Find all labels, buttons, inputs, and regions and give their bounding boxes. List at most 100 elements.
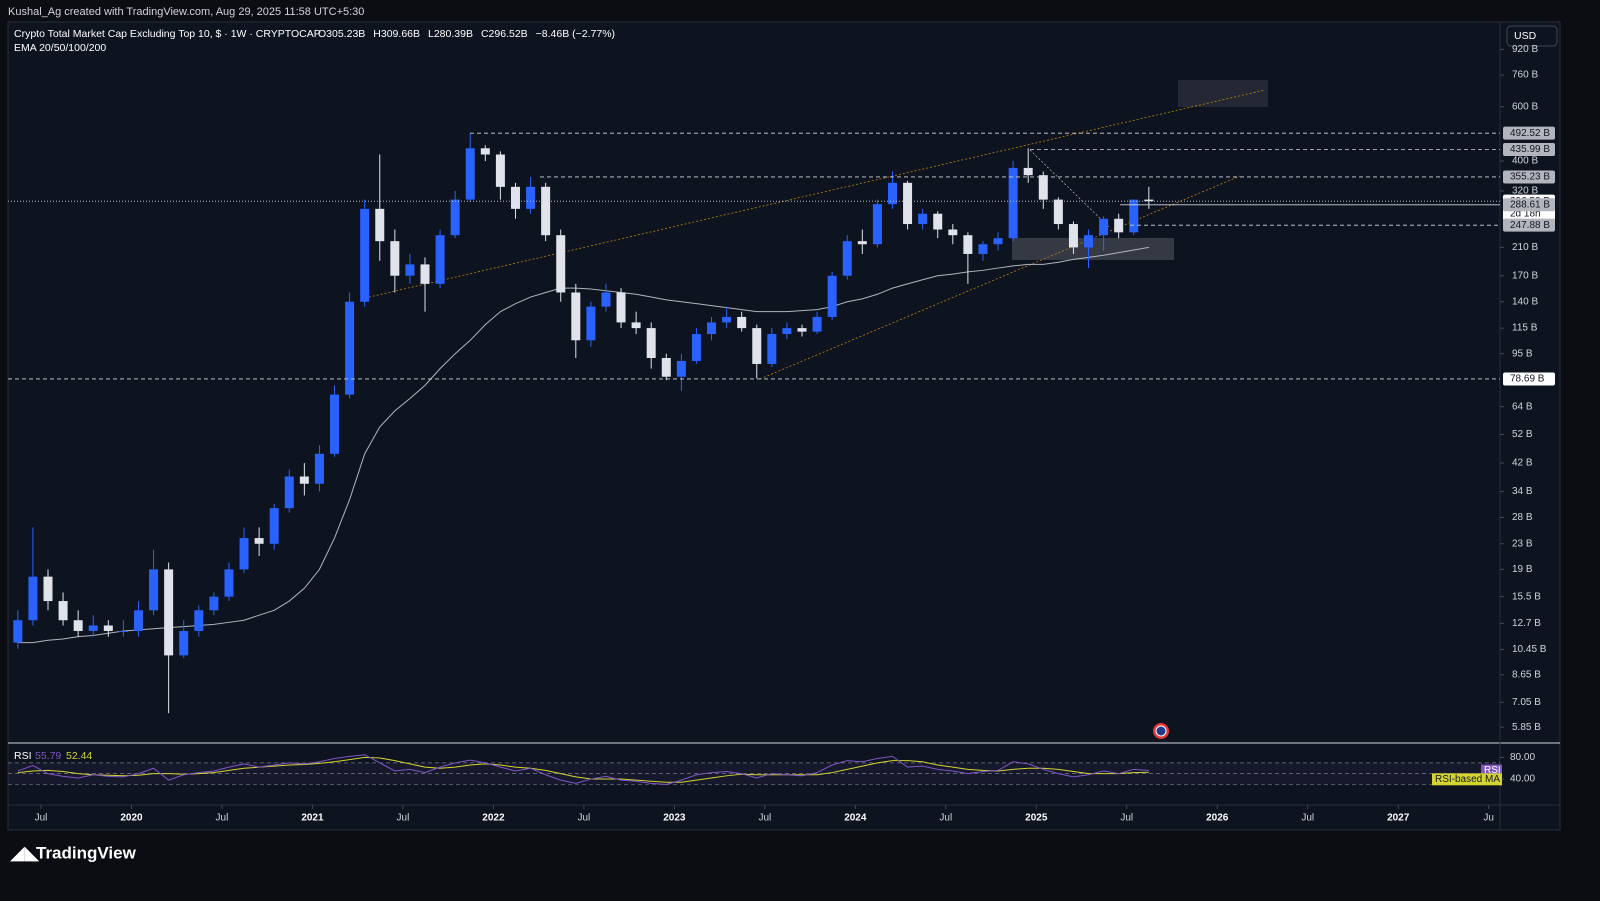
candle-body (330, 394, 340, 454)
countdown: 2d 18h (1510, 208, 1541, 219)
level-tag (1503, 372, 1555, 386)
candle-body (28, 576, 38, 621)
y-tick-label: 64 B (1512, 401, 1533, 412)
candle-body (1099, 218, 1109, 236)
candle-body (631, 322, 641, 329)
candle-body (510, 186, 520, 209)
candle-body (978, 244, 988, 254)
candle-body (420, 264, 430, 284)
chart-panel (7, 21, 1561, 831)
y-tick-label: 10.45 B (1512, 644, 1547, 655)
candle-body (13, 620, 23, 643)
currency-button[interactable] (1506, 25, 1558, 47)
candle-body (1144, 199, 1154, 202)
candle-body (360, 208, 370, 302)
y-tick-label: 23 B (1512, 538, 1533, 549)
indicator-label: EMA 20/50/100/200 (14, 42, 106, 54)
candle-body (465, 148, 475, 200)
rsi-ma-line (17, 756, 1149, 783)
channel-upper (364, 89, 1266, 299)
candle-body (254, 538, 264, 544)
candle-body (209, 596, 219, 611)
rsi-tag-label: RSI (1484, 765, 1501, 776)
candle-body (948, 229, 958, 236)
candle-body (842, 241, 852, 276)
candle-body (872, 204, 882, 245)
level-tag (1503, 170, 1555, 184)
y-tick-label: 15.5 B (1512, 591, 1541, 602)
candle-body (1084, 235, 1094, 248)
flag-icon (1153, 723, 1169, 739)
channel-lower (759, 175, 1241, 380)
x-tick-label: Jul (397, 813, 410, 824)
level-label: 78.69 B (1510, 374, 1545, 385)
level-tag (1503, 143, 1555, 157)
x-tick-label: Ju (1483, 813, 1494, 824)
candle-body (646, 328, 656, 359)
candle-body (827, 275, 837, 317)
currency-label[interactable]: USD (1514, 30, 1537, 42)
credit: Kushal_Ag created with TradingView.com, … (8, 6, 364, 18)
y-tick-label: 170 B (1512, 270, 1538, 281)
candle-body (1068, 224, 1078, 248)
y-tick-label: 7.05 B (1512, 697, 1541, 708)
y-tick-label: 8.65 B (1512, 669, 1541, 680)
candle-body (963, 235, 973, 254)
candle-body (495, 154, 505, 187)
rsi-tick-label: 80.00 (1510, 752, 1535, 763)
x-tick-label: Jul (939, 813, 952, 824)
support-box (1012, 238, 1174, 260)
ohlc-value: C296.52B (481, 28, 528, 40)
candle-body (284, 476, 294, 509)
x-tick-label: Jul (577, 813, 590, 824)
x-tick-label: 2021 (301, 813, 324, 824)
level-tag (1503, 126, 1555, 140)
rsi-title: RSI (14, 750, 32, 762)
candle-body (601, 292, 611, 307)
y-tick-label: 760 B (1512, 70, 1538, 81)
rsi-ma-value: 52.44 (66, 750, 92, 762)
rsi-tick-label: 40.00 (1510, 774, 1535, 785)
x-tick-label: 2024 (844, 813, 867, 824)
level-tag (1503, 198, 1555, 212)
candle-body (812, 316, 822, 332)
level-label: 492.52 B (1510, 128, 1550, 139)
level-tag (1503, 218, 1555, 232)
candle-body (73, 620, 83, 631)
x-tick-label: Jul (216, 813, 229, 824)
y-tick-label: 28 B (1512, 512, 1533, 523)
rsi-line (17, 754, 1149, 785)
brand-logo: ◢◣ (10, 843, 40, 864)
candle-body (1114, 218, 1124, 233)
candle-body (103, 625, 113, 631)
candle-body (586, 306, 596, 341)
x-tick-label: Jul (1120, 813, 1133, 824)
brand: ◢◣ TradingView (10, 843, 137, 864)
ohlc-value: L280.39B (428, 28, 473, 40)
y-tick-label: 5.85 B (1512, 722, 1541, 733)
y-tick-label: 210 B (1512, 242, 1538, 253)
candle-body (1023, 167, 1033, 176)
y-tick-label: 400 B (1512, 156, 1538, 167)
candle-body (224, 569, 234, 597)
y-tick-label: 140 B (1512, 296, 1538, 307)
y-tick-label: 320 B (1512, 186, 1538, 197)
candle-body (903, 182, 913, 225)
level-label: 435.99 B (1510, 144, 1550, 155)
candle-body (918, 213, 928, 225)
candle-body (933, 213, 943, 230)
rsi-ma-tag (1432, 773, 1502, 786)
candle-body (239, 538, 249, 570)
x-tick-label: 2026 (1206, 813, 1229, 824)
candle-body (767, 334, 777, 364)
y-tick-label: 95 B (1512, 348, 1533, 359)
candle-body (722, 316, 732, 323)
y-tick-label: 12.7 B (1512, 618, 1541, 629)
candle-body (691, 334, 701, 361)
level-label: 288.61 B (1510, 199, 1550, 210)
candle-body (194, 610, 204, 631)
candle-body (737, 316, 747, 329)
candle-body (1129, 199, 1139, 233)
ema-line (17, 246, 1149, 644)
